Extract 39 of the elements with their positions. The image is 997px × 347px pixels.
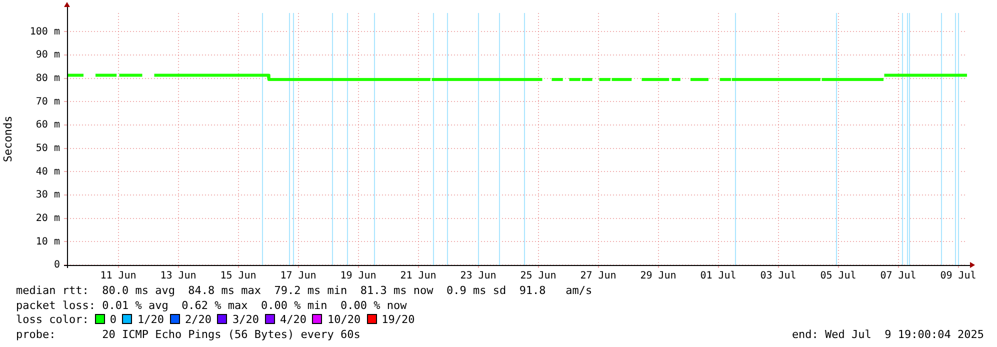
text: probe: 20 ICMP Echo Pings (56 Bytes) every 60s [16, 328, 360, 340]
x-tick-label: 03 Jul [760, 270, 796, 282]
x-tick-label: 01 Jul [700, 270, 736, 282]
x-tick-label: 23 Jun [460, 270, 496, 282]
y-tick-label: 10 m [36, 236, 60, 248]
x-tick-label: 17 Jun [280, 270, 316, 282]
y-axis-title: Seconds [1, 116, 14, 162]
x-tick-label: 13 Jun [160, 270, 196, 282]
y-tick-label: 50 m [36, 142, 60, 154]
x-tick-label: 19 Jun [340, 270, 376, 282]
x-tick-label: 09 Jul [940, 270, 976, 282]
x-tick-label: 05 Jul [820, 270, 856, 282]
y-tick-label: 60 m [36, 120, 60, 131]
x-tick-label: 07 Jul [880, 270, 916, 282]
text: 1/20 [137, 313, 164, 326]
x-tick-label: 29 Jun [640, 270, 676, 282]
x-tick-label: 21 Jun [400, 270, 436, 282]
x-tick-label: 27 Jun [580, 270, 616, 282]
y-tick-label: 100 m [30, 26, 60, 38]
x-tick-label: 11 Jun [100, 270, 136, 282]
y-tick-label: 0 [54, 260, 60, 271]
text: 4/20 [280, 313, 306, 326]
x-tick-label: 25 Jun [520, 270, 556, 282]
y-tick-label: 80 m [36, 72, 60, 84]
text: end: Wed Jul 9 19:00:04 2025 [792, 328, 984, 342]
text: loss color: [16, 313, 89, 326]
text: median rtt: 80.0 ms avg 84.8 ms max 79.2 ms min 81.3 ms now 0.9 ms sd 91.8 am/s [16, 284, 592, 297]
text: 0 [110, 313, 116, 326]
y-tick-label: 40 m [36, 166, 60, 178]
y-tick-label: 70 m [36, 96, 60, 108]
x-tick-label: 15 Jun [220, 270, 256, 282]
text: 3/20 [232, 313, 259, 326]
text: 2/20 [184, 313, 212, 326]
y-tick-label: 90 m [36, 50, 60, 61]
y-tick-label: 30 m [36, 190, 60, 201]
text: packet loss: 0.01 % avg 0.62 % max 0.00 % min 0.00 % now [16, 298, 407, 312]
text: 10/20 [327, 313, 361, 326]
y-tick-label: 20 m [36, 212, 60, 224]
text: 19/20 [382, 313, 415, 326]
